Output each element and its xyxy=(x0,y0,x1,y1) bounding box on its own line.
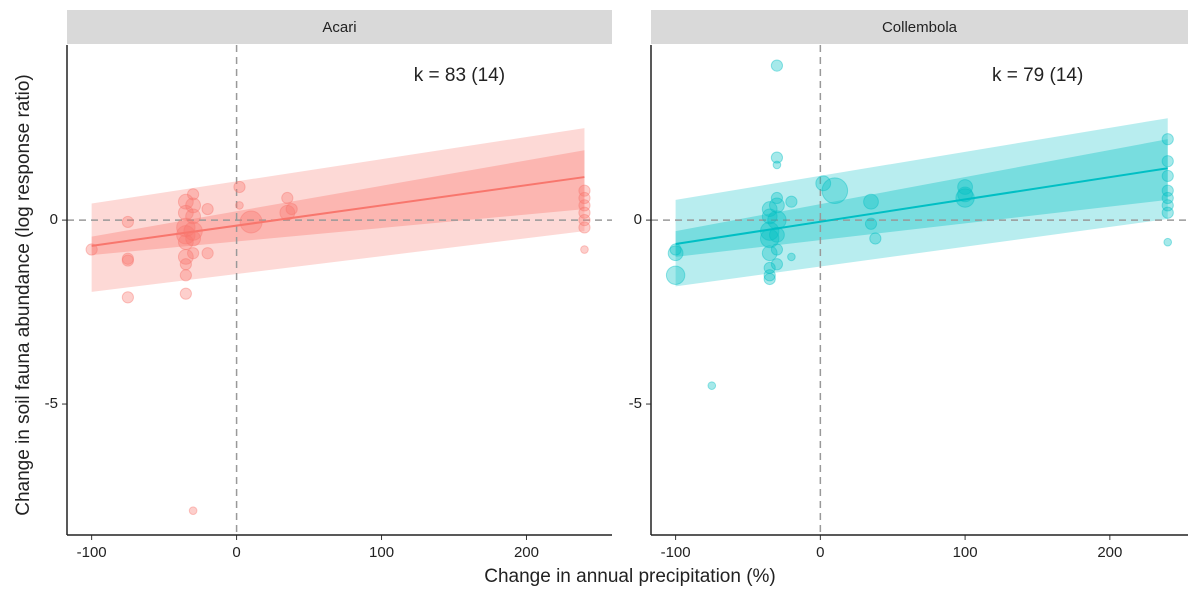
x-tick-label: 100 xyxy=(953,544,978,561)
point xyxy=(770,243,784,256)
point xyxy=(770,59,784,72)
x-axis-label: Change in annual precipitation (%) xyxy=(484,566,776,587)
point xyxy=(1161,169,1174,183)
fit-line xyxy=(91,176,585,247)
x-tick-label: 100 xyxy=(369,544,394,561)
point xyxy=(769,197,785,214)
point xyxy=(863,193,879,210)
y-tick-label: 0 xyxy=(634,211,642,228)
point xyxy=(770,258,784,271)
point xyxy=(285,202,298,216)
point xyxy=(763,261,776,275)
point xyxy=(815,175,832,192)
point xyxy=(179,258,192,271)
facet-strip xyxy=(651,10,1188,44)
point xyxy=(281,191,294,205)
point xyxy=(1161,155,1174,168)
x-tick-label: -100 xyxy=(77,544,107,561)
point xyxy=(121,291,134,304)
point xyxy=(187,188,200,201)
point xyxy=(235,201,244,210)
point xyxy=(578,214,591,227)
fit-line xyxy=(675,167,1168,246)
point xyxy=(177,234,194,251)
point xyxy=(179,287,192,300)
point xyxy=(201,247,214,260)
annotation: k = 79 (14) xyxy=(992,65,1083,86)
point xyxy=(185,197,202,214)
annotation: k = 83 (14) xyxy=(414,65,505,86)
point xyxy=(578,206,591,219)
point xyxy=(85,243,98,256)
point xyxy=(121,215,134,229)
point xyxy=(1161,184,1174,197)
point xyxy=(121,252,134,265)
point xyxy=(121,254,134,267)
point xyxy=(785,195,798,208)
point xyxy=(763,269,776,282)
y-tick-label: 0 xyxy=(50,211,58,228)
facet-strip xyxy=(67,10,612,44)
point xyxy=(821,177,849,204)
x-tick-label: 200 xyxy=(1097,544,1122,561)
point xyxy=(761,245,778,262)
point xyxy=(667,245,684,262)
point xyxy=(1161,133,1174,146)
x-tick-label: 0 xyxy=(816,544,824,561)
point xyxy=(185,208,202,225)
point xyxy=(761,208,778,225)
point xyxy=(578,191,591,205)
facet-title: Acari xyxy=(322,19,356,36)
x-tick-label: -100 xyxy=(661,544,691,561)
point xyxy=(201,202,214,216)
point xyxy=(177,193,194,210)
facet-title: Collembola xyxy=(882,19,958,36)
point xyxy=(233,180,246,194)
x-tick-label: 200 xyxy=(514,544,539,561)
point xyxy=(1161,199,1174,212)
point xyxy=(772,160,782,170)
confidence-band xyxy=(675,139,1168,257)
prediction-band xyxy=(675,118,1168,287)
point xyxy=(665,265,686,285)
point xyxy=(188,506,198,516)
y-tick-label: -5 xyxy=(629,395,642,412)
point xyxy=(787,252,796,262)
y-axis-label: Change in soil fauna abundance (log resp… xyxy=(13,74,34,516)
point xyxy=(177,248,194,265)
point xyxy=(179,269,192,282)
point xyxy=(761,201,778,217)
point xyxy=(578,184,591,197)
point xyxy=(707,381,717,390)
point xyxy=(864,217,878,230)
x-tick-label: 0 xyxy=(232,544,240,561)
point xyxy=(187,247,200,260)
point xyxy=(279,204,296,221)
point xyxy=(578,199,591,212)
point xyxy=(1161,206,1174,219)
point xyxy=(1163,237,1173,247)
point xyxy=(957,179,973,195)
point xyxy=(177,204,194,221)
point xyxy=(578,221,591,234)
point xyxy=(1161,191,1174,205)
point xyxy=(580,245,589,254)
y-tick-label: -5 xyxy=(45,395,58,412)
point xyxy=(763,272,776,286)
point xyxy=(770,151,784,164)
point xyxy=(869,232,882,245)
point xyxy=(770,191,784,205)
prediction-band xyxy=(91,128,585,292)
